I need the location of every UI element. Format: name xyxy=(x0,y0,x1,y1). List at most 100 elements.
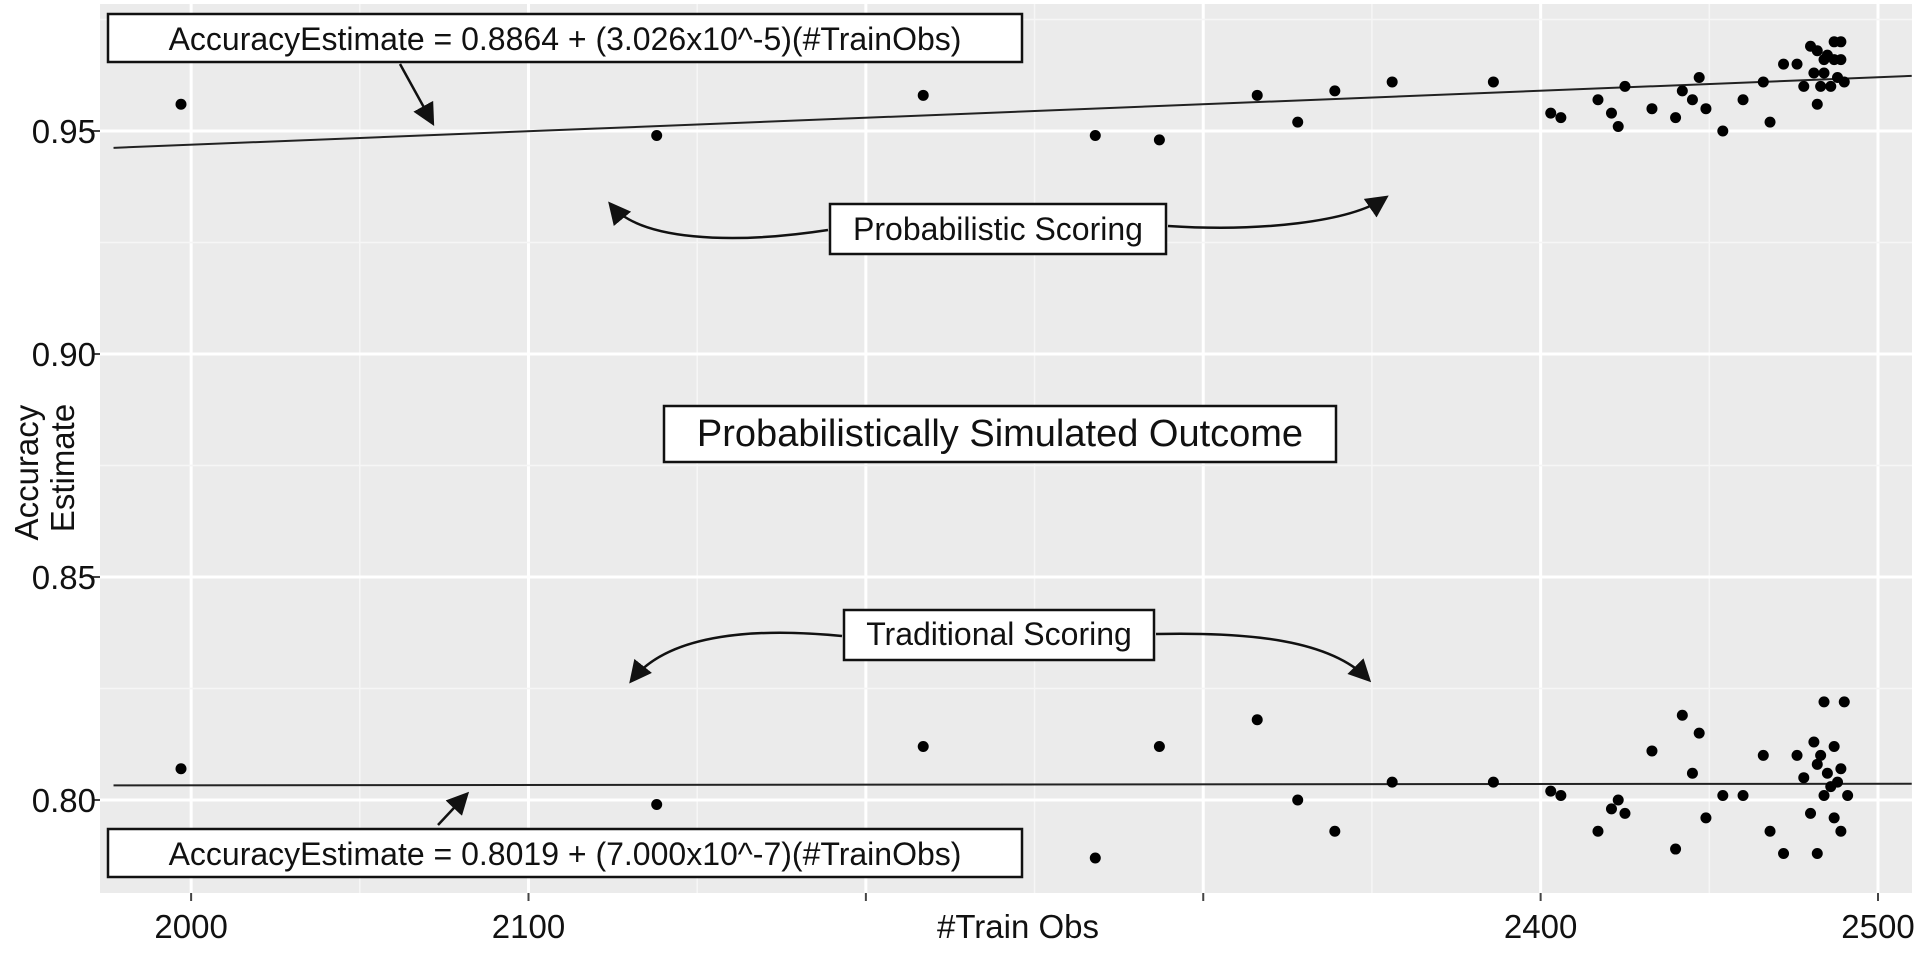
probabilistic-data-point xyxy=(1670,112,1682,124)
probabilistic-data-point xyxy=(1778,58,1790,70)
probabilistic-data-point xyxy=(1811,98,1823,110)
probabilistic-data-point xyxy=(1838,76,1850,88)
center-annotation-text: Probabilistically Simulated Outcome xyxy=(697,413,1303,455)
traditional-data-point xyxy=(1821,767,1833,779)
traditional-fit-line xyxy=(113,782,1912,787)
traditional-data-point xyxy=(1251,714,1263,726)
prob-scoring-arrow-right xyxy=(1167,195,1389,229)
y-tick-label: 0.80 xyxy=(32,782,96,819)
probabilistic-data-point xyxy=(917,89,929,101)
probabilistic-data-point xyxy=(1818,67,1830,79)
trad-equation-text: AccuracyEstimate = 0.8019 + (7.000x10^-7… xyxy=(169,836,962,872)
x-axis-title: #Train Obs xyxy=(937,908,1099,945)
traditional-data-point xyxy=(1700,812,1712,824)
traditional-data-point xyxy=(1717,790,1729,802)
probabilistic-data-point xyxy=(175,98,187,110)
traditional-data-point xyxy=(1737,790,1749,802)
y-axis-title: Accuracy Estimate xyxy=(8,396,81,541)
traditional-data-point xyxy=(1612,794,1624,806)
x-tick-label: 2500 xyxy=(1841,908,1914,945)
y-tick-label: 0.90 xyxy=(32,336,96,373)
traditional-data-point xyxy=(1619,807,1631,819)
probabilistic-data-point xyxy=(1798,80,1810,92)
prob-scoring-annotation: Probabilistic Scoring xyxy=(608,195,1389,256)
traditional-data-point xyxy=(1798,772,1810,784)
trad-scoring-text: Traditional Scoring xyxy=(866,616,1132,652)
data-points xyxy=(175,36,1854,864)
traditional-data-point xyxy=(1842,790,1854,802)
trad-equation-annotation: AccuracyEstimate = 0.8019 + (7.000x10^-7… xyxy=(106,791,1024,879)
traditional-data-point xyxy=(1811,848,1823,860)
probabilistic-data-point xyxy=(1605,107,1617,119)
traditional-data-point xyxy=(651,798,663,810)
traditional-data-point xyxy=(1818,790,1830,802)
traditional-data-point xyxy=(1592,825,1604,837)
traditional-data-point xyxy=(175,763,187,775)
probabilistic-data-point xyxy=(1815,80,1827,92)
traditional-data-point xyxy=(1835,763,1847,775)
center-annotation: Probabilistically Simulated Outcome xyxy=(662,404,1338,464)
trad-scoring-annotation: Traditional Scoring xyxy=(629,608,1372,684)
prob-equation-arrow xyxy=(398,63,435,126)
traditional-data-point xyxy=(1805,807,1817,819)
traditional-data-point xyxy=(1778,848,1790,860)
traditional-data-point xyxy=(1815,749,1827,761)
traditional-data-point xyxy=(1828,740,1840,752)
probabilistic-data-point xyxy=(1487,76,1499,88)
probabilistic-data-point xyxy=(1700,103,1712,115)
probabilistic-data-point xyxy=(1717,125,1729,137)
traditional-data-point xyxy=(1811,758,1823,770)
y-tick-label: 0.85 xyxy=(32,559,96,596)
traditional-data-point xyxy=(1676,709,1688,721)
probabilistic-data-point xyxy=(1251,89,1263,101)
traditional-data-point xyxy=(1686,767,1698,779)
probabilistic-data-point xyxy=(1153,134,1165,146)
traditional-data-point xyxy=(1545,785,1557,797)
trad-scoring-arrow-left xyxy=(629,631,843,684)
traditional-data-point xyxy=(1386,776,1398,788)
trad-scoring-arrow-right xyxy=(1155,632,1372,683)
trad-equation-arrow xyxy=(437,791,470,826)
probabilistic-data-point xyxy=(1811,45,1823,57)
traditional-data-point xyxy=(1329,825,1341,837)
probabilistic-data-point xyxy=(1791,58,1803,70)
probabilistic-data-point xyxy=(1619,80,1631,92)
probabilistic-data-point xyxy=(1545,107,1557,119)
traditional-data-point xyxy=(1828,812,1840,824)
y-axis-title-line-1: Accuracy xyxy=(8,404,45,540)
traditional-data-point xyxy=(1555,790,1567,802)
probabilistic-data-point xyxy=(1646,103,1658,115)
regression-lines xyxy=(113,74,1912,787)
annotations: AccuracyEstimate = 0.8864 + (3.026x10^-5… xyxy=(106,12,1389,879)
x-axis-ticks: 2000 2100 2400 2500 xyxy=(154,893,1915,945)
traditional-data-point xyxy=(1153,740,1165,752)
y-tick-label: 0.95 xyxy=(32,113,96,150)
traditional-data-point xyxy=(1757,749,1769,761)
probabilistic-data-point xyxy=(1686,94,1698,106)
probabilistic-data-point xyxy=(1089,129,1101,141)
x-tick-label: 2100 xyxy=(492,908,565,945)
probabilistic-data-point xyxy=(1825,80,1837,92)
x-tick-label: 2400 xyxy=(1504,908,1577,945)
probabilistic-data-point xyxy=(1612,121,1624,133)
probabilistic-data-point xyxy=(1386,76,1398,88)
probabilistic-data-point xyxy=(1835,36,1847,48)
y-axis-ticks: 0.80 0.85 0.90 0.95 xyxy=(32,113,100,819)
probabilistic-data-point xyxy=(1676,85,1688,97)
probabilistic-data-point xyxy=(1757,76,1769,88)
traditional-data-point xyxy=(1808,736,1820,748)
probabilistic-data-point xyxy=(1764,116,1776,128)
prob-equation-text: AccuracyEstimate = 0.8864 + (3.026x10^-5… xyxy=(169,21,962,57)
traditional-data-point xyxy=(1832,776,1844,788)
probabilistic-fit-line xyxy=(113,74,1912,149)
traditional-data-point xyxy=(1089,852,1101,864)
traditional-data-point xyxy=(1818,696,1830,708)
traditional-data-point xyxy=(1838,696,1850,708)
probabilistic-data-point xyxy=(1808,67,1820,79)
probabilistic-data-point xyxy=(651,129,663,141)
probabilistic-data-point xyxy=(1835,54,1847,66)
traditional-data-point xyxy=(1791,749,1803,761)
prob-scoring-arrow-left xyxy=(608,201,829,240)
probabilistic-data-point xyxy=(1693,71,1705,83)
